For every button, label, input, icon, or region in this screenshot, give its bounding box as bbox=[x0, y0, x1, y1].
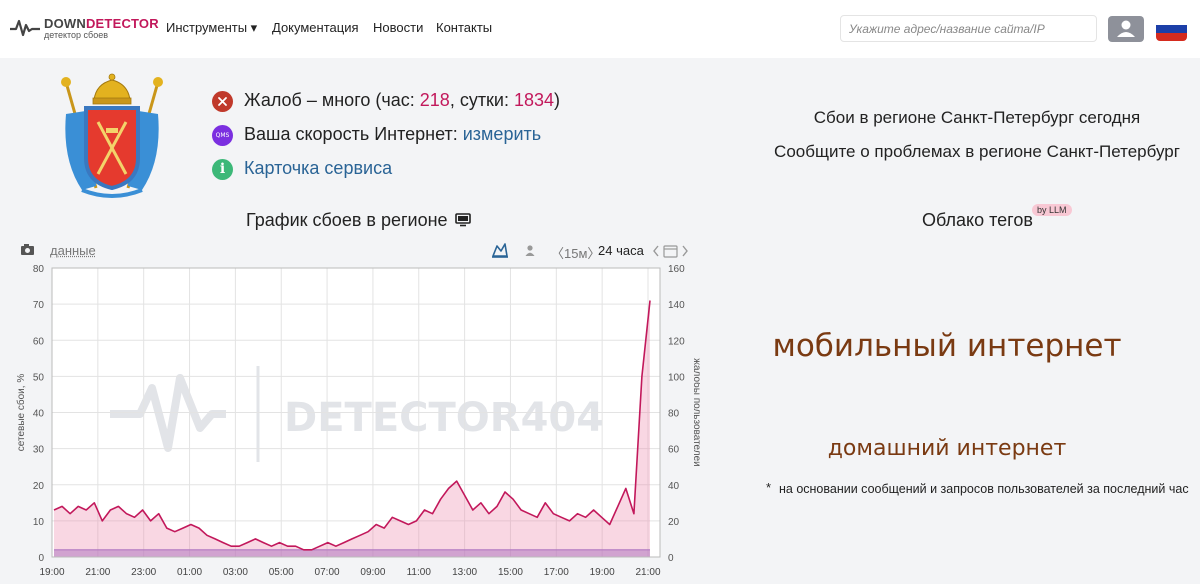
search-input[interactable] bbox=[840, 15, 1097, 42]
complaints-day-count: 1834 bbox=[514, 90, 555, 110]
speed-text: Ваша скорость Интернет: измерить bbox=[244, 124, 541, 145]
x-tick: 09:00 bbox=[360, 567, 385, 578]
series-complaints-area bbox=[54, 300, 650, 557]
y-axis-right-label: жалобы пользователей bbox=[691, 358, 700, 467]
brand-name-part1: DOWN bbox=[44, 16, 86, 31]
calendar-nav-icon[interactable] bbox=[652, 243, 690, 259]
y-tick-left: 70 bbox=[33, 300, 45, 311]
complaints-suffix: ) bbox=[554, 90, 561, 110]
user-account-button[interactable] bbox=[1108, 16, 1144, 42]
tag-cloud-note: на основании сообщений и запросов пользо… bbox=[779, 482, 1189, 496]
tag-mobile-internet[interactable]: мобильный интернет bbox=[772, 328, 1122, 364]
region-outages-title: Сбои в регионе Санкт-Петербург сегодня bbox=[813, 108, 1141, 127]
nav-item-tools[interactable]: Инструменты ▾ bbox=[166, 20, 258, 35]
complaints-text: Жалоб – много (час: 218, сутки: 1834) bbox=[244, 90, 560, 111]
speedtest-qms-icon: QMS bbox=[212, 125, 233, 146]
user-icon bbox=[1117, 20, 1135, 37]
y-tick-right: 80 bbox=[668, 409, 680, 420]
x-tick: 23:00 bbox=[131, 567, 156, 578]
y-tick-right: 20 bbox=[668, 517, 680, 528]
complaints-prefix: Жалоб – много (час: bbox=[244, 90, 420, 110]
pulse-logo-icon bbox=[10, 19, 40, 37]
report-problems-link[interactable]: Сообщите о проблемах в регионе Санкт-Пет… bbox=[774, 142, 1180, 161]
outage-chart: DETECTOR404 0 0 10 20 20 40 30 60 40 80 50 100 60 120 7… bbox=[15, 264, 700, 578]
y-axis-left-label: сетевые сбои, % bbox=[15, 374, 27, 452]
x-tick: 11:00 bbox=[407, 567, 432, 578]
x-tick: 15:00 bbox=[498, 567, 523, 578]
russian-flag-icon[interactable] bbox=[1156, 17, 1187, 41]
y-tick-left: 40 bbox=[33, 409, 45, 420]
downdetector-logo[interactable]: DOWNDETECTOR детектор сбоев bbox=[10, 13, 159, 45]
x-tick: 01:00 bbox=[177, 567, 202, 578]
alert-x-icon bbox=[212, 91, 233, 112]
info-icon: i bbox=[212, 159, 233, 180]
brand-name-part2: DETECTOR bbox=[85, 16, 159, 31]
area-chart-icon[interactable] bbox=[491, 242, 509, 258]
x-tick: 21:00 bbox=[635, 567, 660, 578]
series-outages-area bbox=[54, 549, 650, 557]
coat-of-arms-image bbox=[61, 73, 163, 198]
top-navbar: DOWNDETECTOR детектор сбоев Инструменты … bbox=[0, 0, 1200, 58]
y-tick-left: 0 bbox=[38, 553, 44, 564]
speed-measure-link[interactable]: измерить bbox=[462, 124, 542, 144]
y-tick-right: 0 bbox=[668, 553, 674, 564]
note-asterisk: * bbox=[766, 480, 772, 495]
range-15m-button[interactable]: 〈15м〉 bbox=[551, 246, 601, 261]
x-tick: 19:00 bbox=[590, 567, 615, 578]
service-card-link[interactable]: Карточка сервиса bbox=[244, 158, 393, 178]
y-tick-right: 140 bbox=[668, 300, 685, 311]
y-tick-right: 40 bbox=[668, 481, 680, 492]
llm-badge: by LLM bbox=[1032, 204, 1072, 216]
nav-item-contacts[interactable]: Контакты bbox=[436, 20, 493, 35]
nav-item-news[interactable]: Новости bbox=[373, 20, 424, 35]
y-tick-left: 20 bbox=[33, 481, 45, 492]
x-tick: 19:00 bbox=[39, 567, 64, 578]
tag-home-internet[interactable]: домашний интернет bbox=[827, 436, 1067, 461]
x-tick: 13:00 bbox=[452, 567, 477, 578]
chart-watermark: DETECTOR404 bbox=[284, 395, 604, 441]
series-complaints-line bbox=[53, 300, 651, 551]
chart-title-text: График сбоев в регионе bbox=[246, 210, 448, 230]
y-tick-right: 160 bbox=[668, 264, 685, 275]
range-24h-button[interactable]: 24 часа bbox=[598, 243, 644, 258]
nav-item-docs[interactable]: Документация bbox=[272, 20, 359, 35]
y-tick-right: 60 bbox=[668, 445, 680, 456]
y-tick-left: 50 bbox=[33, 372, 45, 383]
person-icon[interactable] bbox=[524, 244, 536, 257]
y-tick-left: 80 bbox=[33, 264, 45, 275]
complaints-mid: , сутки: bbox=[449, 90, 514, 110]
x-tick: 05:00 bbox=[269, 567, 294, 578]
chart-data-link[interactable]: данные bbox=[50, 243, 96, 258]
chart-section-title: График сбоев в регионе bbox=[246, 210, 471, 231]
x-tick: 21:00 bbox=[85, 567, 110, 578]
camera-icon[interactable] bbox=[20, 243, 35, 256]
x-tick: 03:00 bbox=[223, 567, 248, 578]
y-tick-left: 30 bbox=[33, 445, 45, 456]
brand-name: DOWNDETECTOR bbox=[44, 16, 159, 31]
y-tick-left: 60 bbox=[33, 336, 45, 347]
complaints-hour-count: 218 bbox=[419, 90, 450, 110]
x-tick: 07:00 bbox=[315, 567, 340, 578]
y-tick-left: 10 bbox=[33, 517, 45, 528]
x-tick: 17:00 bbox=[544, 567, 569, 578]
y-tick-right: 100 bbox=[668, 372, 685, 383]
monitor-icon bbox=[454, 213, 471, 227]
plot-border bbox=[51, 267, 661, 558]
y-tick-right: 120 bbox=[668, 336, 685, 347]
speed-label: Ваша скорость Интернет: bbox=[244, 124, 463, 144]
tag-cloud-title: Облако тегов bbox=[922, 210, 1033, 230]
brand-subtitle: детектор сбоев bbox=[44, 30, 109, 40]
